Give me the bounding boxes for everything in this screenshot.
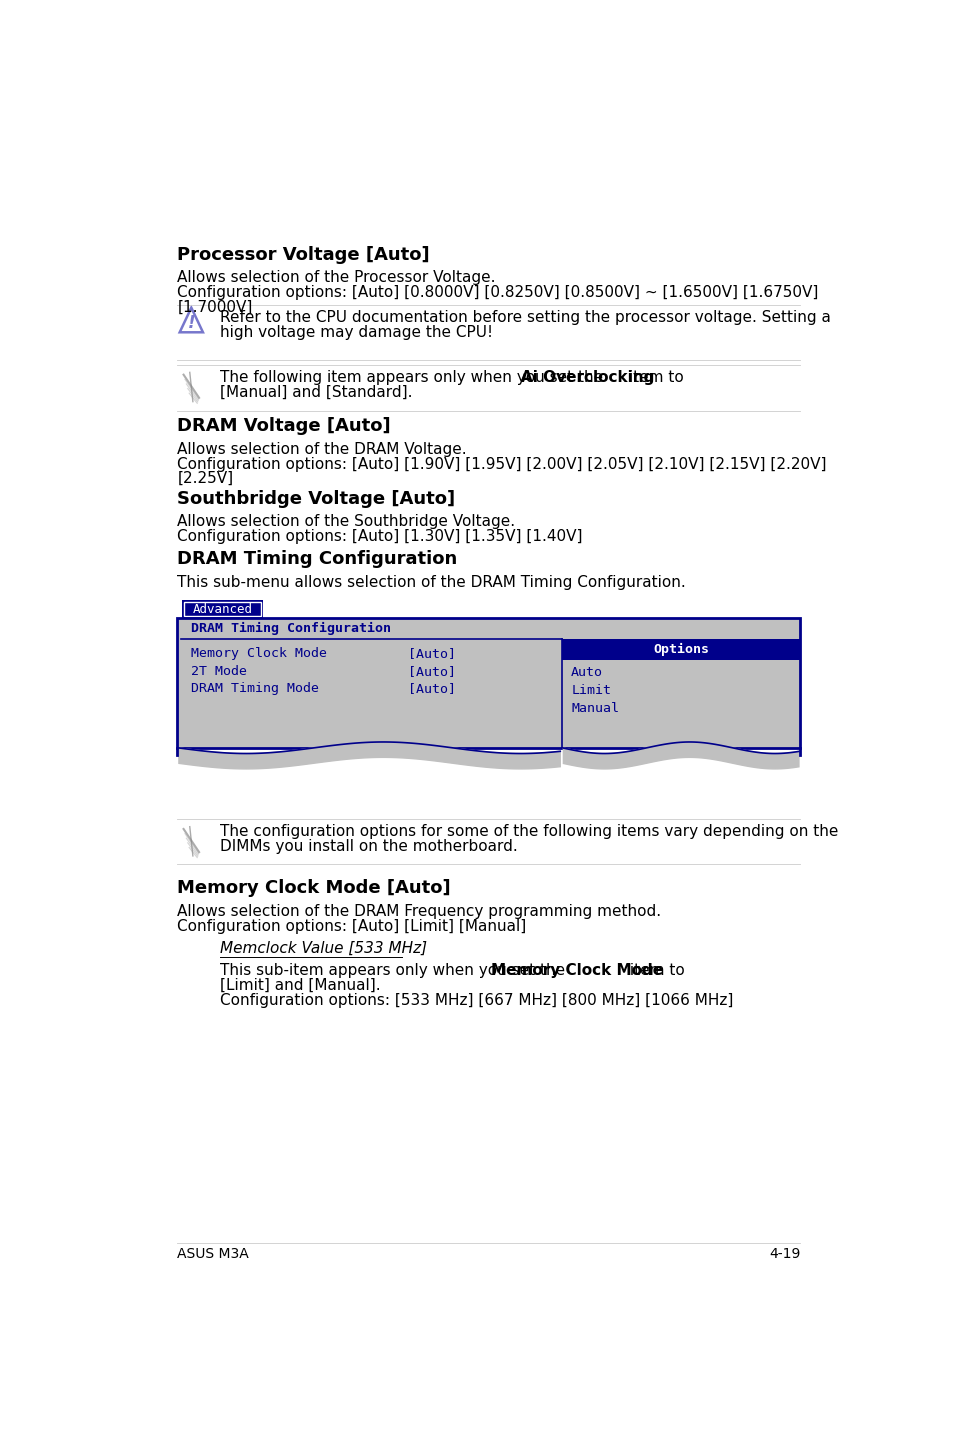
Text: [Auto]: [Auto] [408, 664, 456, 677]
Text: Advanced: Advanced [193, 603, 253, 615]
Polygon shape [563, 742, 798, 769]
Text: Allows selection of the Processor Voltage.: Allows selection of the Processor Voltag… [177, 270, 496, 285]
Text: DIMMs you install on the motherboard.: DIMMs you install on the motherboard. [220, 838, 517, 854]
Text: The following item appears only when you set the: The following item appears only when you… [220, 370, 607, 385]
Text: This sub-menu allows selection of the DRAM Timing Configuration.: This sub-menu allows selection of the DR… [177, 575, 685, 590]
Text: Southbridge Voltage [Auto]: Southbridge Voltage [Auto] [177, 490, 455, 508]
Text: !: ! [188, 313, 195, 332]
Text: Memory Clock Mode [Auto]: Memory Clock Mode [Auto] [177, 880, 451, 897]
Text: Limit: Limit [571, 684, 611, 697]
Text: ASUS M3A: ASUS M3A [177, 1248, 249, 1261]
Text: Memclock Value [533 MHz]: Memclock Value [533 MHz] [220, 940, 427, 956]
Text: Ai Overclocking: Ai Overclocking [520, 370, 654, 385]
FancyBboxPatch shape [182, 600, 263, 618]
FancyBboxPatch shape [177, 618, 800, 748]
Text: Options: Options [653, 643, 708, 656]
Text: high voltage may damage the CPU!: high voltage may damage the CPU! [220, 325, 493, 339]
Text: The configuration options for some of the following items vary depending on the: The configuration options for some of th… [220, 824, 838, 838]
Text: Configuration options: [Auto] [1.30V] [1.35V] [1.40V]: Configuration options: [Auto] [1.30V] [1… [177, 529, 582, 544]
Text: [Manual] and [Standard].: [Manual] and [Standard]. [220, 385, 412, 400]
Text: DRAM Timing Configuration: DRAM Timing Configuration [192, 621, 391, 634]
Text: Memory Clock Mode: Memory Clock Mode [192, 647, 327, 660]
Text: DRAM Voltage [Auto]: DRAM Voltage [Auto] [177, 417, 391, 436]
FancyBboxPatch shape [561, 638, 800, 660]
Text: DRAM Timing Configuration: DRAM Timing Configuration [177, 549, 457, 568]
Text: Memory Clock Mode: Memory Clock Mode [491, 962, 662, 978]
Text: 4-19: 4-19 [768, 1248, 800, 1261]
Text: Processor Voltage [Auto]: Processor Voltage [Auto] [177, 246, 430, 263]
Text: 2T Mode: 2T Mode [192, 664, 247, 677]
Polygon shape [179, 742, 559, 769]
Text: Configuration options: [533 MHz] [667 MHz] [800 MHz] [1066 MHz]: Configuration options: [533 MHz] [667 MH… [220, 992, 733, 1008]
Text: Refer to the CPU documentation before setting the processor voltage. Setting a: Refer to the CPU documentation before se… [220, 309, 830, 325]
Text: Allows selection of the DRAM Voltage.: Allows selection of the DRAM Voltage. [177, 441, 467, 457]
Text: Configuration options: [Auto] [0.8000V] [0.8250V] [0.8500V] ~ [1.6500V] [1.6750V: Configuration options: [Auto] [0.8000V] … [177, 285, 818, 301]
Text: Allows selection of the Southbridge Voltage.: Allows selection of the Southbridge Volt… [177, 515, 515, 529]
Text: [2.25V]: [2.25V] [177, 472, 233, 486]
Text: Auto: Auto [571, 666, 602, 679]
Text: This sub-item appears only when you set the: This sub-item appears only when you set … [220, 962, 569, 978]
Text: Configuration options: [Auto] [Limit] [Manual]: Configuration options: [Auto] [Limit] [M… [177, 919, 526, 933]
Text: [Auto]: [Auto] [408, 647, 456, 660]
Text: [1.7000V]: [1.7000V] [177, 299, 253, 315]
Text: Manual: Manual [571, 702, 618, 715]
Text: [Auto]: [Auto] [408, 682, 456, 696]
Text: item to: item to [624, 962, 683, 978]
Text: [Limit] and [Manual].: [Limit] and [Manual]. [220, 978, 380, 992]
Text: Allows selection of the DRAM Frequency programming method.: Allows selection of the DRAM Frequency p… [177, 905, 660, 919]
Text: item to: item to [623, 370, 683, 385]
Text: Configuration options: [Auto] [1.90V] [1.95V] [2.00V] [2.05V] [2.10V] [2.15V] [2: Configuration options: [Auto] [1.90V] [1… [177, 456, 826, 472]
Text: DRAM Timing Mode: DRAM Timing Mode [192, 682, 319, 696]
